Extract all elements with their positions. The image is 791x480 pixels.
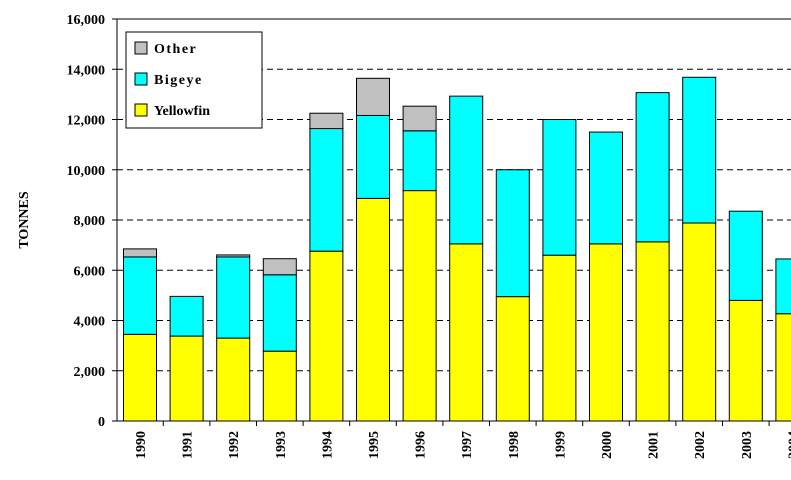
bar-yellowfin-1990 (123, 333, 157, 422)
bar-yellowfin-1994 (309, 250, 344, 422)
bar-yellowfin-1991 (169, 335, 204, 422)
bar-yellowfin-1995 (356, 197, 390, 422)
legend-swatch-yellowfin (134, 103, 148, 117)
x-tick-label: 1990 (134, 431, 149, 459)
bar-bigeye-1999 (542, 119, 577, 256)
bar-yellowfin-1993 (262, 350, 297, 422)
bar-yellowfin-1999 (542, 254, 577, 422)
bar-yellowfin-1992 (216, 337, 251, 422)
bar-yellowfin-1996 (402, 190, 437, 422)
bar-bigeye-2001 (635, 92, 670, 243)
x-tick-label: 1993 (274, 431, 289, 459)
x-tick-label: 2001 (647, 431, 662, 459)
bar-yellowfin-2004 (775, 313, 791, 422)
bar-bigeye-1990 (123, 256, 157, 335)
bar-bigeye-2000 (589, 131, 623, 245)
legend-swatch-bigeye (134, 72, 148, 86)
x-tick-label: 2004 (786, 431, 791, 459)
x-tick-label: 1995 (367, 431, 382, 459)
bar-other-1995 (356, 77, 390, 116)
bar-yellowfin-1998 (495, 296, 530, 422)
bar-other-1994 (309, 112, 344, 130)
bar-bigeye-2004 (775, 258, 791, 315)
x-tick-label: 1997 (460, 431, 475, 459)
x-tick-label: 2003 (740, 431, 755, 459)
bar-other-1990 (123, 248, 157, 258)
y-tick-label: 2,000 (74, 365, 106, 380)
y-tick-label: 8,000 (74, 214, 106, 229)
legend-label-bigeye: Bigeye (154, 73, 203, 88)
legend-box (125, 31, 263, 129)
bar-yellowfin-2000 (589, 243, 623, 422)
bar-bigeye-1994 (309, 128, 344, 252)
bar-bigeye-2003 (728, 210, 763, 301)
bar-yellowfin-2002 (682, 222, 717, 422)
bar-bigeye-1997 (449, 95, 484, 245)
bar-bigeye-1993 (262, 274, 297, 352)
y-tick-label: 4,000 (74, 315, 106, 330)
bar-bigeye-1996 (402, 130, 437, 192)
y-tick-label: 16,000 (67, 13, 106, 28)
legend-label-yellowfin: Yellowfin (154, 104, 210, 119)
bar-other-1996 (402, 105, 437, 132)
bar-bigeye-1998 (495, 169, 530, 298)
legend-swatch-other (134, 41, 148, 55)
x-tick-label: 1998 (507, 431, 522, 459)
legend-label-other: Other (154, 42, 197, 57)
y-axis-title: TONNES (17, 191, 32, 249)
x-tick-label: 1996 (414, 431, 429, 459)
bar-yellowfin-2003 (728, 299, 763, 422)
bar-other-1993 (262, 258, 297, 276)
x-tick-label: 1991 (181, 431, 196, 459)
bar-bigeye-1991 (169, 295, 204, 337)
x-tick-label: 2000 (600, 431, 615, 459)
y-tick-label: 14,000 (67, 63, 106, 78)
bar-bigeye-2002 (682, 76, 717, 224)
bar-other-1992 (216, 254, 251, 258)
y-tick-label: 10,000 (67, 164, 106, 179)
bar-bigeye-1992 (216, 256, 251, 339)
bar-yellowfin-2001 (635, 241, 670, 422)
x-tick-label: 1992 (227, 431, 242, 459)
bar-bigeye-1995 (356, 114, 390, 199)
x-tick-label: 1999 (553, 431, 568, 459)
x-tick-label: 1994 (320, 431, 335, 459)
y-tick-label: 0 (98, 415, 105, 430)
y-tick-label: 12,000 (67, 114, 106, 129)
bar-yellowfin-1997 (449, 243, 484, 422)
x-tick-label: 2002 (693, 431, 708, 459)
y-tick-label: 6,000 (74, 264, 106, 279)
